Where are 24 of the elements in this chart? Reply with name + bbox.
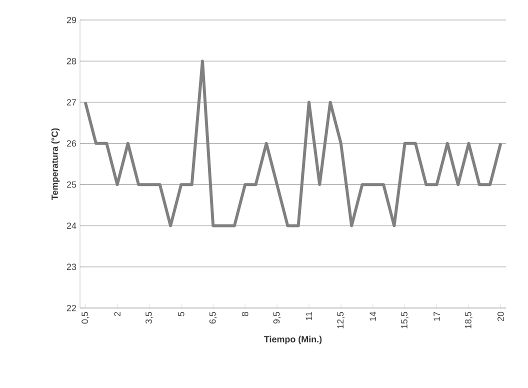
y-tick-label: 23 (66, 264, 76, 270)
y-tick-label: 28 (66, 58, 76, 64)
y-tick-label: 29 (66, 16, 76, 24)
y-tick-label: 26 (66, 140, 76, 147)
x-tick-label: 20 (498, 312, 504, 322)
y-tick-label: 25 (66, 181, 76, 188)
x-tick-label: 18,5 (465, 312, 472, 328)
x-tick-label: 3,5 (146, 312, 153, 324)
x-tick-label: 14 (370, 312, 376, 321)
y-tick-label: 27 (66, 99, 76, 106)
x-tick-label: 8 (242, 312, 248, 316)
x-tick-label: 6,5 (209, 312, 217, 324)
x-tick-label: 15,5 (401, 312, 408, 328)
x-axis-title: Tiempo (Min.) (264, 336, 322, 344)
y-tick-label: 22 (66, 304, 76, 312)
x-tick-label: 12,5 (337, 312, 345, 328)
x-tick-label: 5 (178, 312, 184, 316)
y-axis-title: Temperatura (°C) (51, 128, 60, 200)
x-tick-label: 17 (434, 312, 440, 321)
x-tick-label: 0,5 (82, 312, 90, 324)
x-tick-label: 2 (114, 312, 120, 316)
x-tick-label: 11 (306, 312, 312, 320)
y-tick-label: 24 (66, 222, 76, 229)
x-tick-label: 9,5 (273, 312, 281, 324)
